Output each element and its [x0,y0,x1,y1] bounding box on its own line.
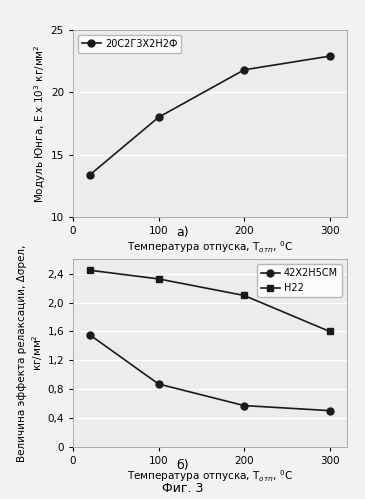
X-axis label: Температура отпуска, T$_{отп}$, $^0$С: Температура отпуска, T$_{отп}$, $^0$С [127,239,293,254]
Legend: 42Х2Н5СМ, Н22: 42Х2Н5СМ, Н22 [257,264,342,297]
20С2Г3Х2Н2Ф [88,172,92,178]
20С2Г3Х2Н2Ф [156,114,161,120]
Y-axis label: Величина эффекта релаксации, Δσрел,
кг/мм$^2$: Величина эффекта релаксации, Δσрел, кг/м… [18,245,45,462]
Line: 20С2Г3Х2Н2Ф: 20С2Г3Х2Н2Ф [87,53,333,178]
Text: Фиг. 3: Фиг. 3 [162,482,203,495]
Н22 [242,292,246,298]
Line: 42Х2Н5СМ: 42Х2Н5СМ [87,331,333,414]
20С2Г3Х2Н2Ф [242,67,246,73]
Legend: 20С2Г3Х2Н2Ф: 20С2Г3Х2Н2Ф [78,35,181,52]
Н22 [156,276,161,282]
Text: а): а) [176,226,189,239]
Text: б): б) [176,459,189,472]
42Х2Н5СМ [88,332,92,338]
X-axis label: Температура отпуска, T$_{отп}$, $^0$С: Температура отпуска, T$_{отп}$, $^0$С [127,469,293,484]
42Х2Н5СМ [242,403,246,409]
42Х2Н5СМ [327,408,332,414]
20С2Г3Х2Н2Ф [327,53,332,59]
42Х2Н5СМ [156,381,161,387]
Н22 [88,267,92,273]
Line: Н22: Н22 [87,267,333,335]
Y-axis label: Модуль Юнга, E x 10$^3$ кг/мм$^2$: Модуль Юнга, E x 10$^3$ кг/мм$^2$ [32,44,48,203]
Н22 [327,328,332,334]
